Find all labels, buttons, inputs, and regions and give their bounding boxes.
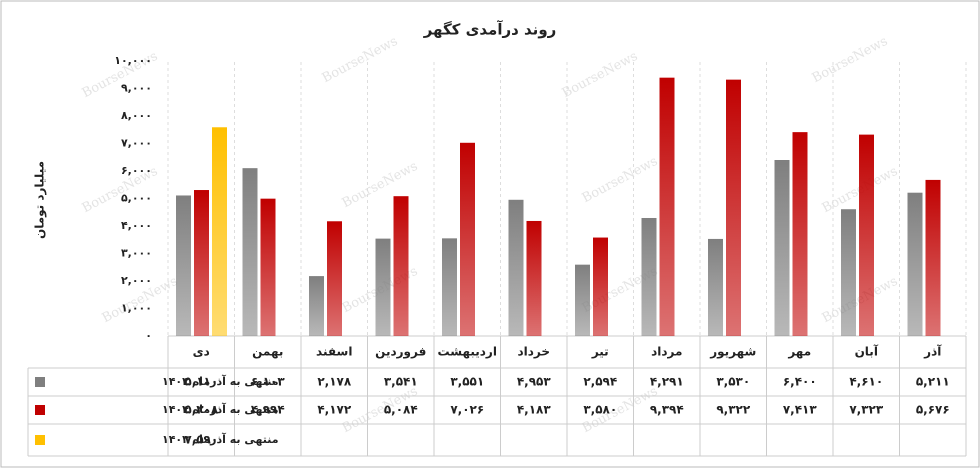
bar: [260, 198, 276, 336]
y-tick-label: ۵,۰۰۰: [121, 192, 152, 205]
bar: [659, 77, 675, 336]
y-tick-label: ۶,۰۰۰: [121, 164, 152, 177]
bar: [925, 179, 941, 336]
y-tick-label: ۸,۰۰۰: [121, 109, 152, 122]
bar: [593, 237, 608, 336]
table-value: ۵,۰۸۴: [384, 403, 418, 417]
x-tick-label: بهمن: [252, 345, 283, 359]
x-tick-label: فروردین: [375, 345, 426, 360]
table-value: ۴,۹۵۳: [517, 375, 552, 389]
legend-swatch: [35, 435, 45, 445]
x-tick-label: دی: [193, 345, 210, 359]
y-tick-label: ۴,۰۰۰: [121, 219, 152, 232]
x-tick-label: اسفند: [316, 345, 352, 359]
table-value: ۹,۳۹۴: [650, 403, 684, 417]
table-value: ۹,۳۲۲: [716, 403, 751, 417]
y-tick-label: ۲,۰۰۰: [121, 274, 152, 287]
x-tick-label: مهر: [787, 345, 811, 359]
chart-title: روند درآمدی کگهر: [423, 21, 557, 39]
table-value: ۳,۵۳۰: [716, 375, 750, 389]
table-value: ۴,۱۷۲: [317, 403, 352, 417]
table-value: ۲,۱۷۸: [317, 375, 352, 389]
table-value: ۴,۶۱۰: [849, 375, 883, 389]
table-value: ۳,۵۴۱: [384, 375, 418, 389]
bar: [309, 276, 324, 336]
legend-swatch: [35, 405, 45, 415]
bar: [708, 238, 723, 336]
bar: [792, 132, 808, 336]
bar: [176, 195, 191, 336]
y-tick-label: ۱۰,۰۰۰: [114, 54, 152, 67]
bar: [393, 196, 409, 336]
table-value: ۶,۴۰۰: [783, 375, 817, 389]
legend-label: منتهی به آذرماه ۱۴۰۳: [162, 374, 279, 388]
y-tick-label: ۱,۰۰۰: [121, 302, 152, 315]
bar: [460, 142, 475, 336]
table-value: ۴,۲۹۱: [650, 375, 684, 389]
table-value: ۴,۹۹۴: [251, 403, 285, 417]
bar: [242, 168, 258, 336]
x-tick-label: اردیبهشت: [438, 345, 497, 359]
table-value: ۷,۵۹۰: [184, 433, 218, 447]
y-tick-label: ۷,۰۰۰: [121, 137, 152, 150]
bar: [194, 190, 209, 336]
bar: [508, 199, 524, 336]
bar: [726, 79, 741, 337]
bar: [575, 264, 590, 336]
bar: [375, 238, 391, 336]
table-value: ۶,۱۰۳: [251, 375, 286, 389]
table-value: ۵,۶۷۶: [916, 403, 950, 417]
bar: [859, 134, 874, 336]
table-value: ۴,۱۸۳: [517, 403, 552, 417]
table-value: ۷,۰۲۶: [450, 403, 484, 417]
y-tick-label: ۰: [145, 329, 152, 342]
table-value: ۵,۲۱۱: [916, 375, 950, 389]
x-tick-label: آذر: [923, 344, 942, 359]
table-value: ۳,۵۸۰: [583, 403, 617, 417]
table-value: ۷,۴۱۳: [783, 403, 818, 417]
bar: [641, 217, 657, 336]
x-tick-label: خرداد: [517, 345, 550, 359]
table-value: ۳,۵۵۱: [450, 375, 484, 389]
x-tick-label: مرداد: [651, 345, 682, 359]
table-value: ۵,۳۰۸: [184, 403, 219, 417]
bar: [212, 127, 227, 337]
y-tick-label: ۳,۰۰۰: [121, 247, 152, 260]
legend-swatch: [35, 377, 45, 387]
bar: [907, 192, 923, 336]
bar: [841, 209, 856, 336]
table-value: ۷,۳۲۳: [849, 403, 884, 417]
y-tick-label: ۹,۰۰۰: [121, 82, 152, 95]
x-tick-label: تیر: [591, 345, 609, 359]
table-value: ۲,۵۹۴: [583, 375, 617, 389]
bar: [327, 221, 342, 336]
bar: [774, 160, 790, 336]
bar: [526, 220, 542, 336]
bar: [442, 238, 457, 336]
table-value: ۵,۱۱۰: [184, 375, 218, 389]
x-tick-label: شهریور: [709, 345, 756, 360]
legend-label: منتهی به آذرماه ۱۴۰۳: [162, 432, 279, 446]
x-tick-label: آبان: [855, 344, 879, 359]
legend-label: منتهی به آذرماه ۱۴۰۴: [162, 402, 279, 416]
y-axis-label: میلیارد تومان: [33, 161, 48, 239]
